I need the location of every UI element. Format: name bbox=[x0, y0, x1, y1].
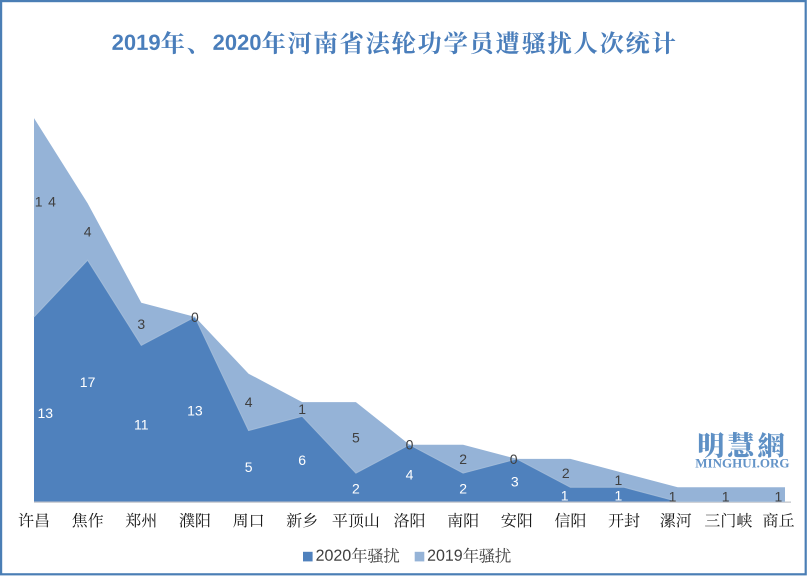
svg-text:1: 1 bbox=[561, 488, 569, 504]
svg-text:1: 1 bbox=[722, 489, 730, 505]
svg-text:1: 1 bbox=[615, 472, 623, 488]
svg-text:13: 13 bbox=[38, 405, 54, 421]
svg-text:3: 3 bbox=[511, 473, 519, 489]
svg-text:1: 1 bbox=[615, 488, 623, 504]
svg-text:0: 0 bbox=[191, 309, 199, 325]
svg-text:4: 4 bbox=[84, 224, 92, 240]
svg-text:2: 2 bbox=[459, 481, 467, 497]
svg-text:6: 6 bbox=[298, 452, 306, 468]
svg-text:5: 5 bbox=[352, 430, 360, 446]
svg-text:13: 13 bbox=[187, 402, 203, 418]
svg-text:11: 11 bbox=[134, 417, 149, 433]
svg-text:2: 2 bbox=[352, 481, 360, 497]
svg-text:3: 3 bbox=[137, 316, 145, 332]
svg-text:0: 0 bbox=[510, 451, 518, 467]
svg-text:MINGHUI.ORG: MINGHUI.ORG bbox=[695, 455, 789, 470]
svg-text:5: 5 bbox=[245, 459, 253, 475]
svg-text:4: 4 bbox=[245, 394, 253, 410]
svg-text:4: 4 bbox=[406, 466, 414, 482]
svg-text:1: 1 bbox=[298, 401, 306, 417]
svg-text:1: 1 bbox=[775, 489, 783, 505]
svg-text:1: 1 bbox=[669, 489, 677, 505]
svg-text:2: 2 bbox=[562, 465, 570, 481]
svg-text:2: 2 bbox=[459, 451, 467, 467]
svg-text:0: 0 bbox=[406, 437, 414, 453]
svg-text:17: 17 bbox=[80, 374, 96, 390]
svg-text:1 4: 1 4 bbox=[35, 194, 57, 210]
